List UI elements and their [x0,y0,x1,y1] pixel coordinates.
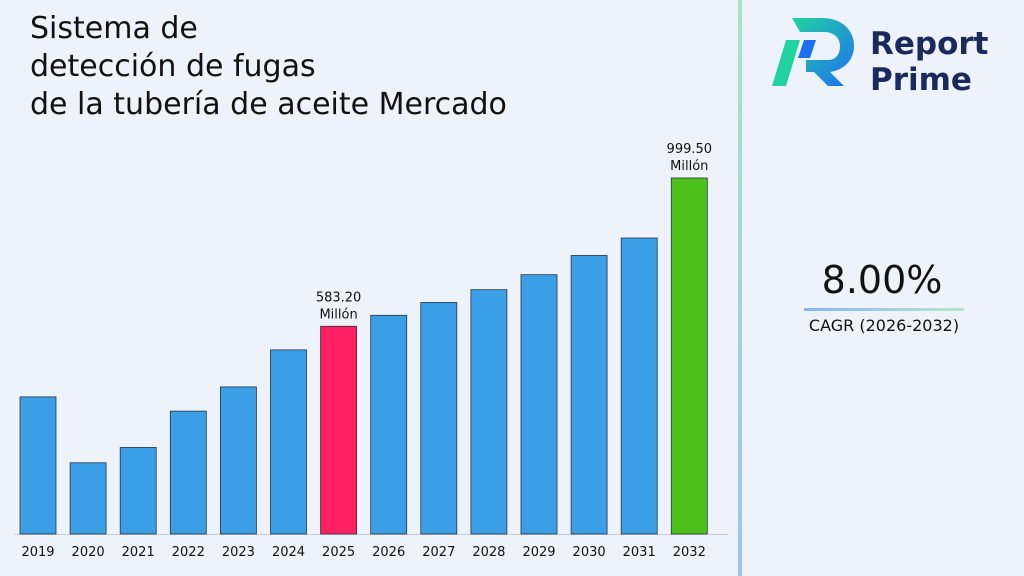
bar-2029 [520,274,558,535]
data-label-2025-line-2: Millón [319,307,357,322]
title-line-2: detección de fugas [30,49,316,84]
brand-logo: Report Prime [770,14,1020,98]
title-line-3: de la tubería de aceite Mercado [30,87,507,122]
side-panel: Report Prime 8.00% CAGR (2026-2032) [742,0,1024,576]
brand-line-1: Report [870,26,989,62]
bar-2020 [69,462,107,535]
bar-2025 [320,325,358,535]
data-label-2032-line-1: 999.50 [667,142,713,157]
x-tick-label-2029: 2029 [522,545,555,560]
x-tick-label-2026: 2026 [372,545,405,560]
bar-2026 [370,314,408,535]
bar-2019 [19,396,57,535]
chart-panel: Sistema de detección de fugas de la tube… [14,10,728,560]
cagr-label: CAGR (2026-2032) [808,316,960,335]
x-tick-label-2028: 2028 [472,545,505,560]
x-tick-label-2024: 2024 [272,545,305,560]
cagr-underline [804,308,964,311]
bar-2030 [570,255,608,535]
x-tick-label-2023: 2023 [222,545,255,560]
bar-2031 [620,237,658,535]
panel-divider [738,0,742,576]
bar-2032 [670,177,708,535]
data-label-2025-line-1: 583.20 [316,290,362,305]
bar-2022 [169,410,207,535]
x-tick-label-2019: 2019 [21,545,54,560]
x-tick-label-2032: 2032 [673,545,706,560]
bar-2027 [420,302,458,535]
bar-2021 [119,447,157,535]
cagr-value: 8.00% [821,258,943,302]
x-tick-label-2027: 2027 [422,545,455,560]
data-label-2032-line-2: Millón [670,159,708,174]
bar-2024 [270,349,307,535]
x-tick-label-2030: 2030 [573,545,606,560]
x-tick-label-2031: 2031 [623,545,656,560]
x-tick-label-2025: 2025 [322,545,355,560]
brand-name: Report Prime [870,26,989,98]
chart-title: Sistema de detección de fugas de la tube… [30,10,630,124]
x-tick-label-2020: 2020 [72,545,105,560]
bar-chart: 2019 2020 2021 2022 2023 2024 2025 2026 2027 2028… [14,142,728,560]
title-line-1: Sistema de [30,11,198,46]
brand-line-2: Prime [870,62,972,98]
bar-2023 [219,386,257,535]
bar-2028 [470,289,508,535]
x-tick-label-2021: 2021 [122,545,155,560]
report-prime-logo-icon [772,18,854,86]
x-tick-label-2022: 2022 [172,545,205,560]
